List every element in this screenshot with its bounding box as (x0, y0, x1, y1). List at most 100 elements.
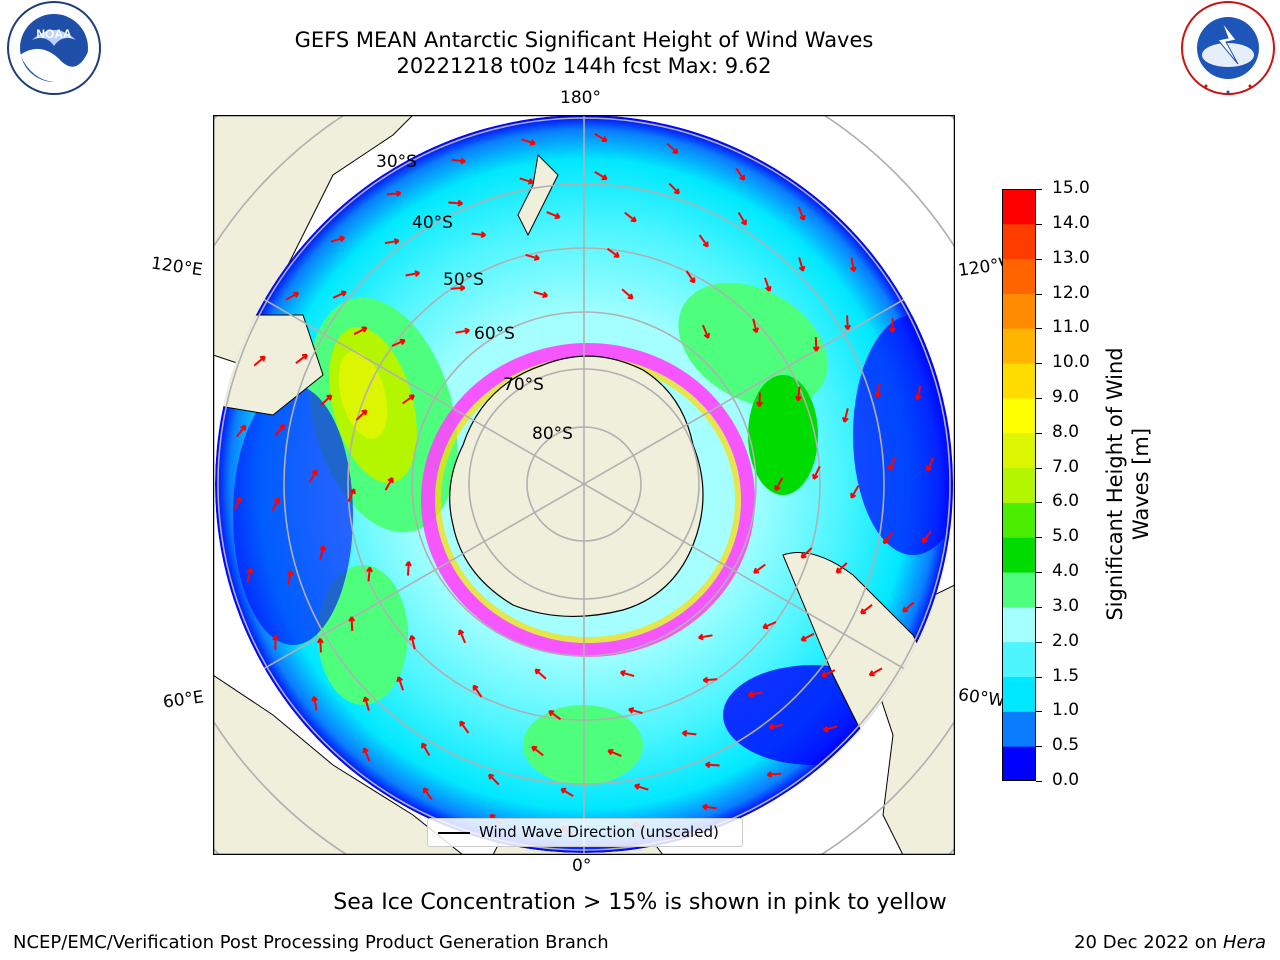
wave-direction-arrow-icon (402, 394, 415, 405)
colorbar-tick-label: 6.0 (1052, 491, 1080, 512)
wave-direction-arrow-icon (822, 725, 838, 733)
generation-date-text: 20 Dec 2022 on (1074, 932, 1223, 953)
wave-direction-arrow-icon (347, 488, 356, 503)
lat-label-40s: 40°S (412, 213, 453, 233)
wave-direction-arrow-icon (607, 748, 622, 757)
lon-label-0: 0° (572, 856, 592, 876)
wave-direction-arrow-icon (320, 394, 333, 406)
map-legend: Wind Wave Direction (unscaled) (427, 818, 743, 847)
antarctica-landmass (449, 355, 704, 618)
wave-direction-arrow-icon (753, 563, 766, 574)
wave-direction-arrow-icon (311, 695, 319, 711)
wave-direction-arrow-icon (488, 773, 500, 786)
wave-direction-arrow-icon (272, 635, 279, 650)
wave-direction-arrow-icon (764, 277, 772, 292)
wave-direction-arrow-icon (391, 338, 406, 347)
wave-direction-arrow-icon (271, 497, 281, 512)
wave-direction-arrow-icon (850, 485, 860, 499)
polar-map (213, 115, 955, 855)
wave-direction-arrow-icon (747, 691, 763, 698)
colorbar-tick-label: 8.0 (1052, 421, 1080, 442)
wave-direction-arrow-icon (448, 199, 463, 207)
wave-direction-arrow-icon (887, 456, 897, 471)
colorbar-tick-label: 15.0 (1052, 178, 1090, 198)
wave-direction-arrow-icon (519, 177, 534, 185)
wind-wave-arrows (233, 132, 935, 836)
colorbar-tick-label: 2.0 (1052, 630, 1080, 651)
colorbar-tick-label: 7.0 (1052, 456, 1080, 477)
wave-direction-arrow-icon (384, 477, 394, 491)
wave-direction-arrow-icon (405, 561, 412, 576)
colorbar-tick-label: 5.0 (1052, 526, 1080, 547)
colorbar-segment (1002, 676, 1036, 712)
colorbar-tick-mark (1036, 502, 1042, 504)
colorbar-segment (1002, 293, 1036, 329)
lat-label-50s: 50°S (443, 270, 484, 290)
wave-direction-arrow-icon (366, 566, 373, 582)
sea-ice-note: Sea Ice Concentration > 15% is shown in … (333, 890, 947, 915)
wave-direction-arrow-icon (666, 142, 679, 155)
colorbar-tick-mark (1036, 328, 1042, 330)
wave-direction-arrow-icon (698, 633, 713, 641)
wave-direction-arrow-icon (606, 247, 620, 258)
colorbar-tick-label: 13.0 (1052, 247, 1090, 268)
colorbar-tick-label: 0.0 (1052, 770, 1080, 790)
lon-label-180: 180° (560, 88, 601, 108)
wave-direction-arrow-icon (844, 315, 851, 331)
colorbar-tick-mark (1036, 258, 1042, 260)
wave-direction-arrow-icon (525, 253, 540, 261)
wave-direction-arrow-icon (921, 530, 932, 544)
wave-direction-arrow-icon (702, 803, 717, 811)
colorbar-tick-mark (1036, 572, 1042, 574)
colorbar-segment (1002, 641, 1036, 678)
colorbar-tick-mark (1036, 223, 1042, 225)
colorbar-segment (1002, 432, 1036, 469)
wave-direction-arrow-icon (521, 138, 536, 146)
wave-direction-arrow-icon (386, 190, 402, 197)
wave-direction-arrow-icon (914, 385, 922, 401)
wave-direction-arrow-icon (451, 157, 466, 165)
lon-label-60e: 60°E (161, 687, 206, 713)
wave-direction-arrow-icon (319, 545, 326, 560)
colorbar-segment (1002, 397, 1036, 434)
lat-label-60s: 60°S (474, 324, 515, 344)
wave-direction-arrow-icon (926, 457, 935, 472)
wave-direction-arrow-icon (812, 465, 821, 480)
wave-direction-arrow-icon (408, 634, 416, 650)
colorbar-tick-mark (1036, 363, 1042, 365)
wave-direction-arrow-icon (353, 326, 368, 336)
wave-direction-arrow-icon (752, 318, 760, 334)
colorbar-tick-mark (1036, 746, 1042, 748)
colorbar-segment (1002, 711, 1036, 747)
wave-direction-arrow-icon (405, 270, 421, 277)
wave-direction-arrow-icon (698, 234, 709, 248)
colorbar-label: Significant Height of Wind Waves [m] (1103, 347, 1153, 621)
wave-direction-arrow-icon (774, 477, 784, 491)
legend-label: Wind Wave Direction (unscaled) (479, 823, 719, 841)
nws-logo-icon (1181, 1, 1275, 95)
wave-direction-arrow-icon (472, 684, 483, 698)
colorbar-tick-label: 9.0 (1052, 386, 1080, 407)
wave-direction-arrow-icon (795, 386, 802, 402)
wave-direction-arrow-icon (458, 629, 467, 644)
colorbar-segment (1002, 502, 1036, 538)
colorbar-segment (1002, 606, 1036, 643)
wave-direction-arrow-icon (384, 238, 400, 245)
wave-direction-arrow-icon (889, 318, 896, 333)
wave-direction-arrow-icon (797, 206, 806, 221)
colorbar-tick-mark (1036, 781, 1042, 782)
generation-host: Hera (1222, 932, 1266, 953)
wave-direction-arrow-icon (308, 469, 318, 483)
colorbar-tick-mark (1036, 676, 1042, 678)
wave-direction-arrow-icon (459, 720, 470, 734)
wave-direction-arrow-icon (355, 409, 368, 421)
wave-direction-arrow-icon (471, 231, 487, 239)
wave-direction-arrow-icon (705, 761, 720, 769)
colorbar-tick-mark (1036, 537, 1042, 539)
wave-direction-arrow-icon (286, 570, 294, 585)
wave-direction-arrow-icon (621, 288, 634, 300)
colorbar-tick-label: 10.0 (1052, 352, 1090, 373)
colorbar-tick-mark (1036, 397, 1042, 399)
generation-date: 20 Dec 2022 on Hera (1074, 932, 1266, 953)
wave-direction-arrow-icon (800, 632, 815, 642)
